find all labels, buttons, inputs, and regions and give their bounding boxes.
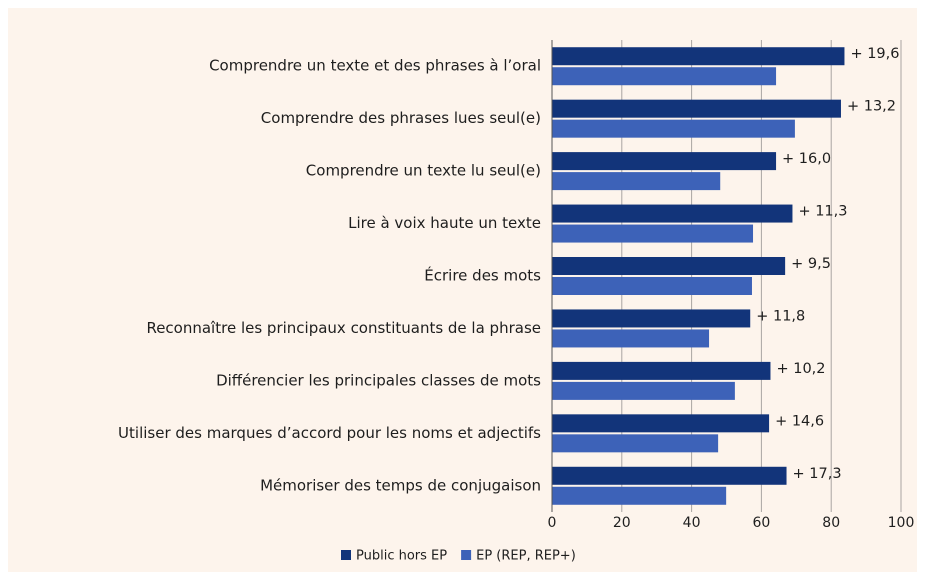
x-tick-label: 20 <box>613 515 631 531</box>
gap-label: + 9,5 <box>791 256 831 272</box>
category-label: Comprendre un texte lu seul(e) <box>306 162 541 180</box>
x-tick-label: 0 <box>548 515 557 531</box>
x-tick-label: 60 <box>752 515 770 531</box>
gap-label: + 10,2 <box>776 361 825 377</box>
bar <box>552 414 770 433</box>
bar <box>552 119 795 138</box>
bar <box>552 309 751 328</box>
x-tick-label: 40 <box>683 515 701 531</box>
gap-label: + 14,6 <box>775 413 824 429</box>
x-tick-label: 100 <box>888 515 915 531</box>
category-label: Reconnaître les principaux constituants … <box>146 319 541 337</box>
category-label: Mémoriser des temps de conjugaison <box>260 476 541 494</box>
category-label: Écrire des mots <box>424 266 541 285</box>
bar <box>552 277 752 295</box>
legend-swatch <box>341 550 351 560</box>
gap-label: + 17,3 <box>793 466 842 482</box>
gap-label: + 11,8 <box>756 308 805 324</box>
bar <box>552 466 787 485</box>
bar <box>552 361 771 380</box>
bar <box>552 47 845 66</box>
category-label: Comprendre des phrases lues seul(e) <box>261 109 541 127</box>
bar <box>552 329 710 348</box>
gap-label: + 13,2 <box>847 99 896 115</box>
category-label: Lire à voix haute un texte <box>348 214 541 232</box>
bar <box>552 204 793 223</box>
bar <box>552 486 727 505</box>
gap-label: + 11,3 <box>798 204 847 220</box>
category-label: Comprendre un texte et des phrases à l’o… <box>209 57 541 75</box>
x-tick-label: 80 <box>822 515 840 531</box>
legend-swatch <box>461 550 472 560</box>
bar <box>552 434 719 453</box>
bar <box>552 381 735 400</box>
legend-label: EP (REP, REP+) <box>476 549 576 564</box>
bar <box>552 99 841 118</box>
bar <box>552 67 777 86</box>
legend-label: Public hors EP <box>356 549 447 564</box>
category-label: Différencier les principales classes de … <box>216 371 541 389</box>
bar <box>552 224 754 243</box>
gap-label: + 16,0 <box>782 151 831 167</box>
bar <box>552 152 777 171</box>
category-label: Utiliser des marques d’accord pour les n… <box>118 424 541 442</box>
bar <box>552 257 786 275</box>
bar <box>552 172 721 191</box>
gap-label: + 19,6 <box>850 46 899 62</box>
